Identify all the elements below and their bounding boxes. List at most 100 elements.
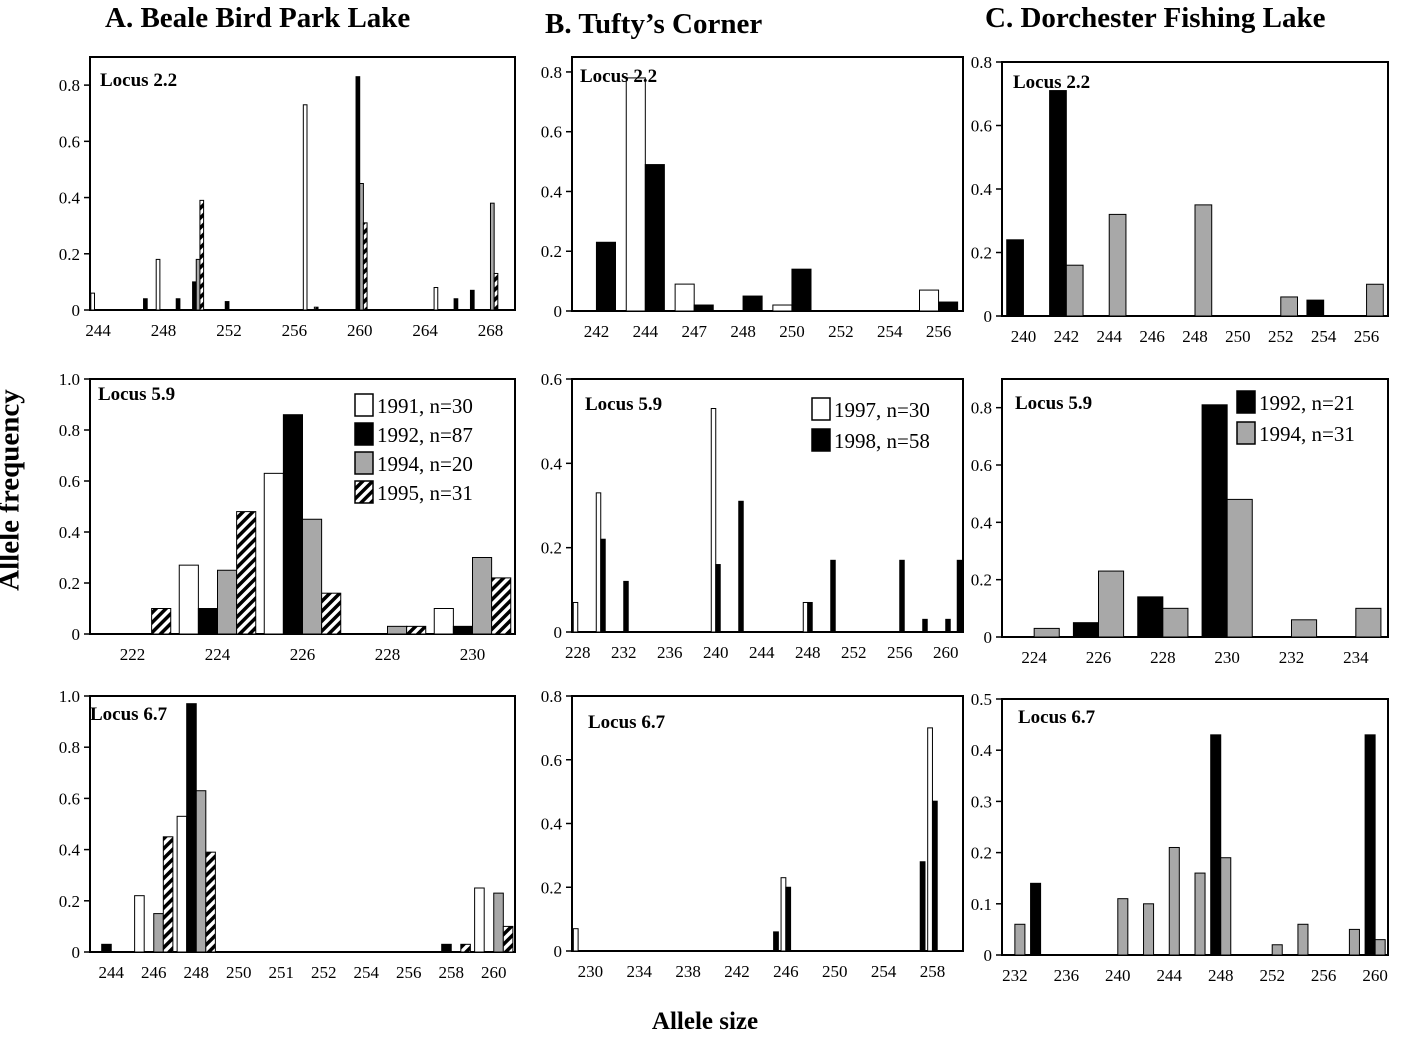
- plot-frame: [571, 695, 964, 952]
- bar-1998: [945, 618, 951, 633]
- column-title-c: C. Dorchester Fishing Lake: [985, 2, 1326, 34]
- x-tick-label: 244: [1096, 327, 1122, 346]
- bar-1994: [1366, 283, 1384, 317]
- bar-1998: [807, 601, 813, 633]
- y-tick-label: 0.6: [59, 789, 80, 808]
- y-tick-label: 0: [72, 943, 81, 962]
- x-tick-label: 260: [481, 963, 507, 982]
- y-tick-label: 0.4: [971, 180, 993, 199]
- locus-label: Locus 2.2: [1013, 72, 1090, 93]
- legend: 1992, n=21 1994, n=31: [1236, 390, 1355, 446]
- bar-1997: [572, 928, 579, 952]
- legend-label-1997: 1997, n=30: [834, 398, 930, 422]
- y-tick-label: 0: [554, 302, 563, 321]
- column-title-a: A. Beale Bird Park Lake: [105, 2, 411, 34]
- panel-C-2.2: 0 0.2 0.4 0.6 0.8 240 242 244 246 248 250 252 254 256…: [971, 53, 1389, 346]
- bar-1994: [1280, 296, 1299, 317]
- y-tick-label: 0.2: [971, 244, 992, 263]
- x-tick-label: 244: [1157, 966, 1183, 985]
- plot-frame: [571, 378, 964, 633]
- legend-swatch-1992: [354, 422, 374, 446]
- x-tick-label: 248: [730, 322, 756, 341]
- x-tick-label: 256: [396, 963, 422, 982]
- legend-label-1992: 1992, n=87: [377, 423, 473, 447]
- bar-1994: [387, 625, 408, 635]
- bar-1998: [600, 538, 606, 633]
- bar-1994: [1194, 204, 1213, 317]
- bar-1992: [469, 289, 475, 311]
- y-tick-label: 0.4: [59, 841, 81, 860]
- bar-1992: [1049, 90, 1067, 317]
- locus-label: Locus 5.9: [1015, 393, 1092, 414]
- bar-1995: [321, 592, 342, 635]
- bar-1991: [155, 258, 161, 311]
- x-tick-label: 228: [565, 643, 591, 662]
- x-tick-label: 230: [578, 962, 604, 981]
- x-tick-label: 224: [205, 645, 231, 664]
- bar-1992: [1030, 882, 1042, 956]
- x-tick-label: 232: [611, 643, 637, 662]
- bar-1992: [1006, 239, 1024, 317]
- bar-1994: [1108, 213, 1127, 317]
- x-tick-label: 244: [633, 322, 659, 341]
- x-tick-label: 258: [920, 962, 946, 981]
- bar-1994: [1348, 928, 1360, 956]
- bar-1994: [302, 518, 323, 635]
- legend-label-1991: 1991, n=30: [377, 394, 473, 418]
- x-tick-label: 240: [703, 643, 729, 662]
- panel-C-6.7: 0 0.1 0.2 0.3 0.4 0.5 232 236 240 244 248 252 256 260…: [971, 690, 1389, 985]
- x-tick-label: 234: [626, 962, 652, 981]
- x-tick-label: 252: [841, 643, 867, 662]
- x-tick-label: 264: [412, 321, 438, 340]
- bar-1995: [162, 836, 174, 953]
- bar-1991: [134, 895, 145, 953]
- panel-A-5.9: 0 0.2 0.4 0.6 0.8 1.0 222 224 226 228 230 Locus 5.9…: [59, 370, 516, 664]
- x-tick-label: 242: [584, 322, 610, 341]
- bar-1997: [772, 304, 793, 312]
- y-tick-label: 0.6: [971, 456, 992, 475]
- x-tick-label: 248: [151, 321, 177, 340]
- bar-1998: [899, 559, 905, 633]
- y-tick-label: 0.2: [59, 245, 80, 264]
- legend: 1991, n=30 1992, n=87 1994, n=20 1995, n=31: [354, 393, 473, 505]
- bar-1998: [644, 164, 665, 312]
- x-tick-label: 222: [120, 645, 146, 664]
- plot-frame: [89, 56, 516, 311]
- x-tick-label: 232: [1279, 648, 1305, 667]
- y-tick-label: 0.4: [59, 189, 81, 208]
- bar-1998: [791, 268, 812, 312]
- bar-1992: [1364, 734, 1376, 956]
- bar-1998: [693, 304, 714, 312]
- y-tick-label: 0: [984, 307, 993, 326]
- bar-1992: [441, 943, 452, 953]
- bar-1992: [355, 76, 361, 311]
- x-axis-label: Allele size: [651, 1008, 759, 1035]
- x-tick-label: 248: [1208, 966, 1234, 985]
- bar-1997: [710, 408, 717, 633]
- y-tick-label: 0.6: [59, 472, 80, 491]
- x-tick-label: 248: [1182, 327, 1208, 346]
- bar-1994: [1220, 857, 1232, 956]
- y-tick-label: 0: [554, 623, 563, 642]
- legend-swatch-1995: [354, 480, 374, 504]
- x-tick-label: 246: [1139, 327, 1165, 346]
- x-tick-label: 236: [1054, 966, 1080, 985]
- y-tick-label: 0.6: [971, 117, 992, 136]
- bar-1991: [474, 887, 485, 953]
- x-tick-label: 254: [871, 962, 897, 981]
- x-tick-label: 228: [1150, 648, 1176, 667]
- bar-1992: [1210, 734, 1222, 956]
- panel-A-2.2: 0 0.2 0.4 0.6 0.8 244 248 252 256 260 264 268 Locus …: [59, 56, 516, 340]
- y-tick-label: 0.2: [541, 539, 562, 558]
- y-tick-label: 1.0: [59, 370, 80, 389]
- x-tick-label: 250: [779, 322, 805, 341]
- y-tick-label: 0.2: [541, 878, 562, 897]
- legend-swatch-1994: [1236, 421, 1256, 445]
- y-tick-label: 0.6: [541, 370, 562, 389]
- x-tick-label: 230: [460, 645, 486, 664]
- y-tick-label: 0.8: [541, 687, 562, 706]
- bar-1997: [927, 727, 933, 952]
- y-tick-label: 0.5: [971, 690, 992, 709]
- x-tick-label: 244: [99, 963, 125, 982]
- bar-1994: [153, 913, 164, 953]
